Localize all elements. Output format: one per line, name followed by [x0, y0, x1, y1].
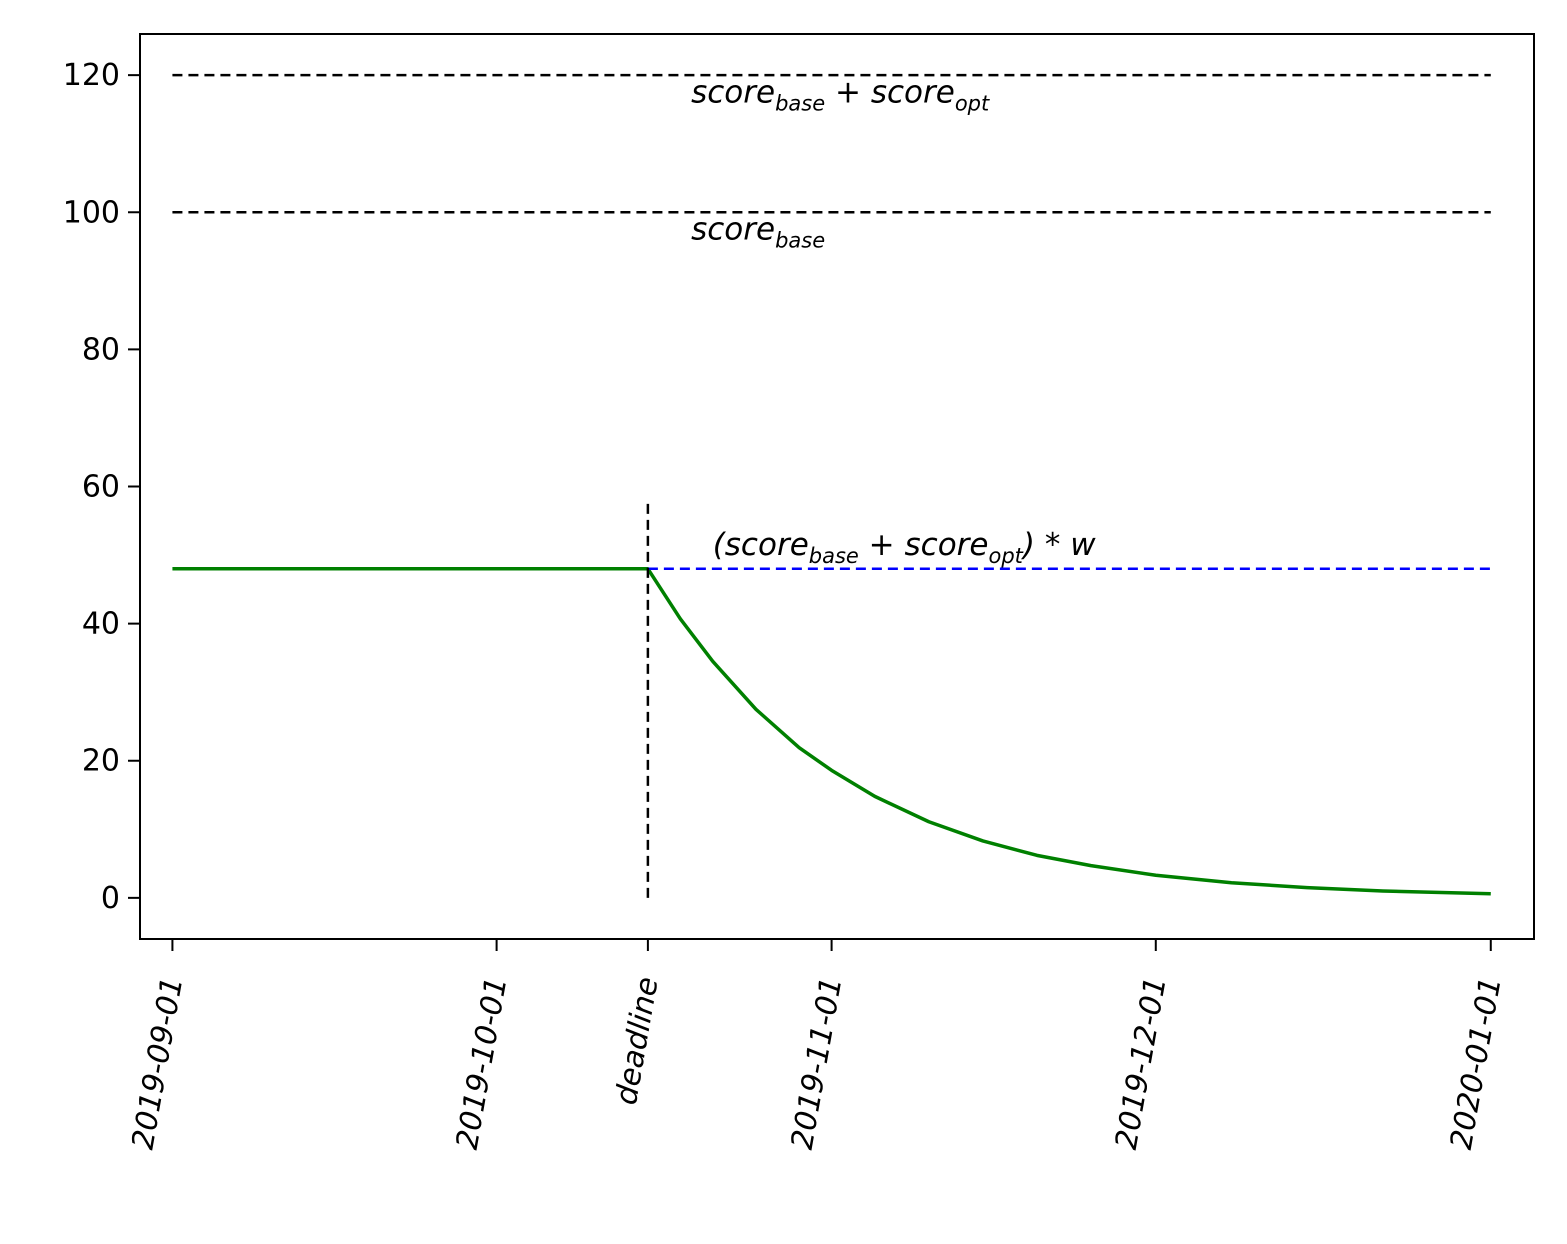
- y-tick-label: 100: [63, 195, 120, 230]
- y-tick-label: 120: [63, 58, 120, 93]
- y-tick-label: 60: [82, 470, 120, 505]
- series-line-submission-score: [172, 567, 1491, 896]
- annotation-label-2: (scorebase + scoreopt) * w: [713, 527, 1097, 568]
- y-tick-label: 40: [82, 607, 120, 642]
- annotation-label-0: scorebase + scoreopt: [691, 75, 990, 116]
- annotations-layer: scorebase + scoreopt scorebase (scorebase …: [691, 75, 1096, 568]
- y-axis: 0 20 40 60 80 100 120: [63, 58, 140, 916]
- annotation-label-1: scorebase: [691, 212, 825, 253]
- y-tick-label: 80: [82, 332, 120, 367]
- series-layer: [172, 73, 1491, 898]
- y-tick-label: 0: [101, 881, 120, 916]
- y-tick-label: 20: [82, 744, 120, 779]
